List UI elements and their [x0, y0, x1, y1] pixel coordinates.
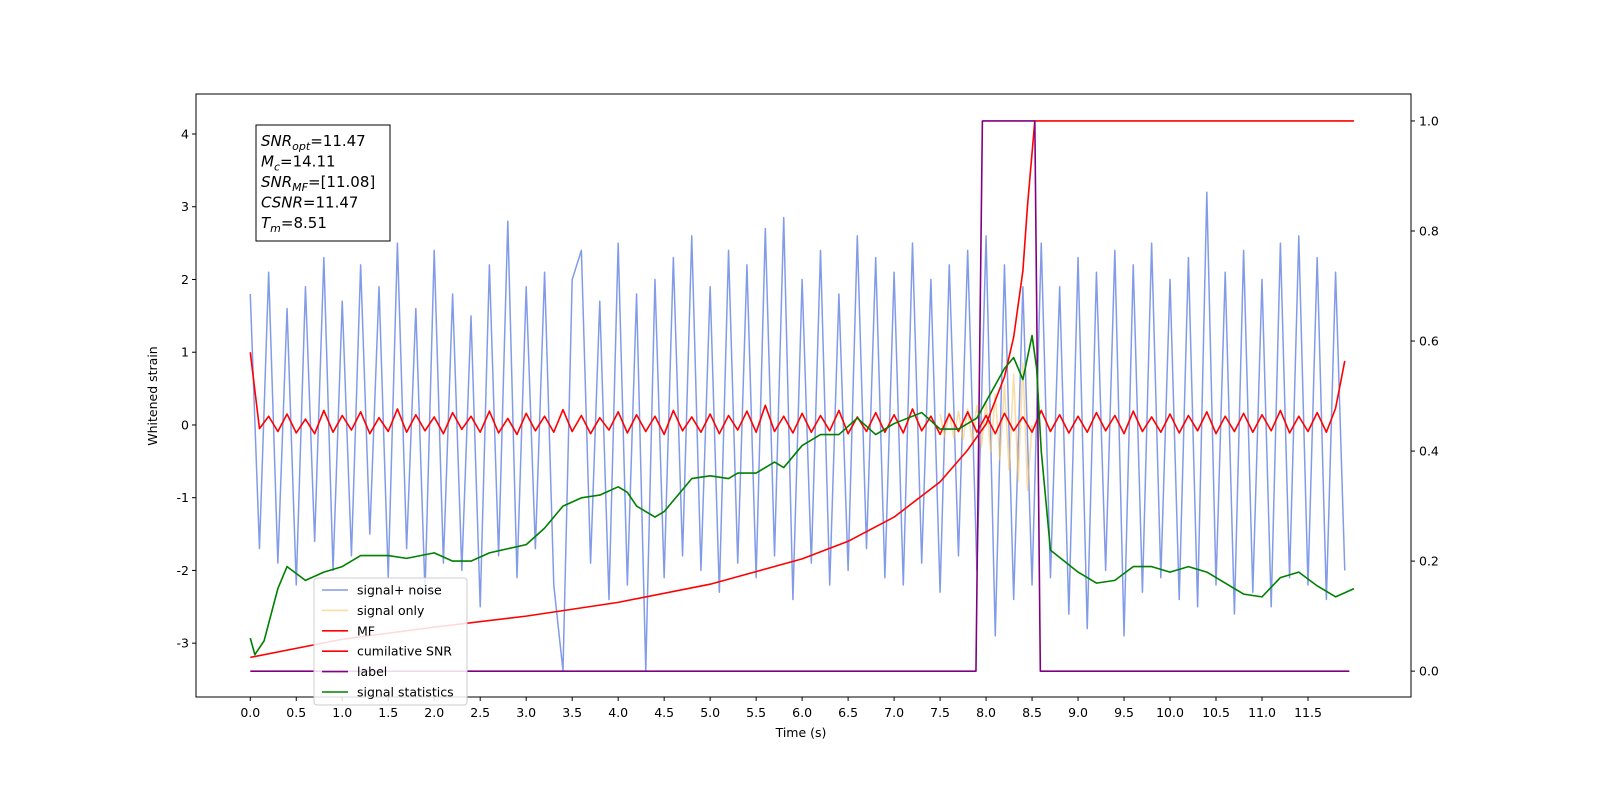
x-tick-label: 2.5 — [470, 705, 490, 720]
x-tick-label: 0.0 — [240, 705, 260, 720]
x-axis-label: Time (s) — [775, 725, 827, 740]
annotation-symbol: CSNR — [261, 194, 303, 212]
x-tick-label: 10.5 — [1202, 705, 1230, 720]
annotation-line: Tm=8.51 — [261, 214, 327, 235]
y2-tick-label: 0.6 — [1419, 334, 1439, 349]
legend: signal+ noise signal only MF cumilative SNR… — [313, 577, 468, 706]
x-tick-label: 7.5 — [930, 705, 950, 720]
y2-tick-label: 0.2 — [1419, 554, 1439, 569]
x-tick-label: 11.0 — [1248, 705, 1276, 720]
series-line — [249, 334, 1355, 656]
y2-tick-label: 1.0 — [1419, 113, 1439, 128]
annotation-value: =11.47 — [303, 194, 359, 212]
y2-tick-label: 0.0 — [1419, 664, 1439, 679]
series-line — [249, 352, 1346, 436]
annotation-symbol: SNR — [261, 132, 292, 150]
y-axis-label: Whitened strain — [145, 346, 160, 445]
axes-frame — [195, 93, 1412, 698]
legend-label: signal+ noise — [357, 583, 442, 598]
y-tick-label: 3 — [181, 199, 189, 214]
x-tick-label: 2.0 — [424, 705, 444, 720]
annotation-box: SNRopt=11.47Mc=14.11SNRMF=[11.08]CSNR=11… — [255, 124, 391, 242]
axes: 0.0 0.5 1.0 1.5 2.0 2.5 3.0 3.5 4.0 4.5 5.0 5.5 6.0 6… — [177, 113, 1439, 720]
series-line — [250, 120, 1354, 659]
x-tick-label: 8.5 — [1022, 705, 1042, 720]
x-tick-label: 6.5 — [838, 705, 858, 720]
legend-label: MF — [357, 623, 375, 638]
x-tick-label: 1.0 — [332, 705, 352, 720]
y2-tick-label: 0.8 — [1419, 223, 1439, 238]
annotation-value: =11.47 — [310, 132, 366, 150]
annotation-symbol: M — [261, 153, 274, 171]
x-tick-label: 9.5 — [1114, 705, 1134, 720]
annotation-value: =8.51 — [281, 214, 327, 232]
x-tick-label: 5.5 — [746, 705, 766, 720]
y-tick-label: 1 — [181, 345, 189, 360]
legend-label: signal only — [357, 603, 425, 618]
legend-label: signal statistics — [357, 685, 454, 700]
y-tick-label: 0 — [181, 417, 189, 432]
x-tick-label: 5.0 — [700, 705, 720, 720]
legend-frame — [313, 577, 468, 706]
annotation-subscript: MF — [292, 181, 308, 194]
annotation-subscript: opt — [292, 140, 311, 153]
annotation-value: =14.11 — [280, 153, 336, 171]
x-tick-label: 0.5 — [286, 705, 306, 720]
x-tick-label: 10.0 — [1156, 705, 1184, 720]
y-tick-label: -2 — [177, 563, 189, 578]
x-tick-label: 8.0 — [976, 705, 996, 720]
legend-label: cumilative SNR — [357, 644, 452, 659]
y-tick-label: 4 — [181, 127, 189, 142]
annotation-symbol: SNR — [261, 173, 292, 191]
annotation-value: =[11.08] — [308, 173, 375, 191]
x-tick-label: 1.5 — [378, 705, 398, 720]
y-tick-label: -3 — [177, 636, 189, 651]
x-tick-label: 3.0 — [516, 705, 536, 720]
annotation-line: Mc=14.11 — [261, 153, 336, 174]
y-tick-label: 2 — [181, 272, 189, 287]
annotation-line: CSNR=11.47 — [261, 194, 358, 212]
annotation-symbol: T — [261, 214, 272, 232]
x-tick-label: 11.5 — [1294, 705, 1322, 720]
legend-label: label — [357, 664, 387, 679]
annotation-subscript: m — [270, 222, 281, 235]
series-line — [249, 191, 1346, 672]
series-line — [250, 120, 1350, 672]
y2-tick-label: 0.4 — [1419, 444, 1439, 459]
annotation-line: SNRMF=[11.08] — [261, 173, 375, 194]
y-tick-label: -1 — [177, 490, 189, 505]
x-tick-label: 4.5 — [654, 705, 674, 720]
x-tick-label: 6.0 — [792, 705, 812, 720]
annotation-line: SNRopt=11.47 — [261, 132, 366, 153]
annotation-frame — [255, 124, 391, 242]
x-tick-label: 4.0 — [608, 705, 628, 720]
x-tick-label: 7.0 — [884, 705, 904, 720]
x-tick-label: 3.5 — [562, 705, 582, 720]
plot-area — [249, 120, 1355, 672]
annotation-subscript: c — [274, 161, 280, 174]
x-tick-label: 9.0 — [1068, 705, 1088, 720]
